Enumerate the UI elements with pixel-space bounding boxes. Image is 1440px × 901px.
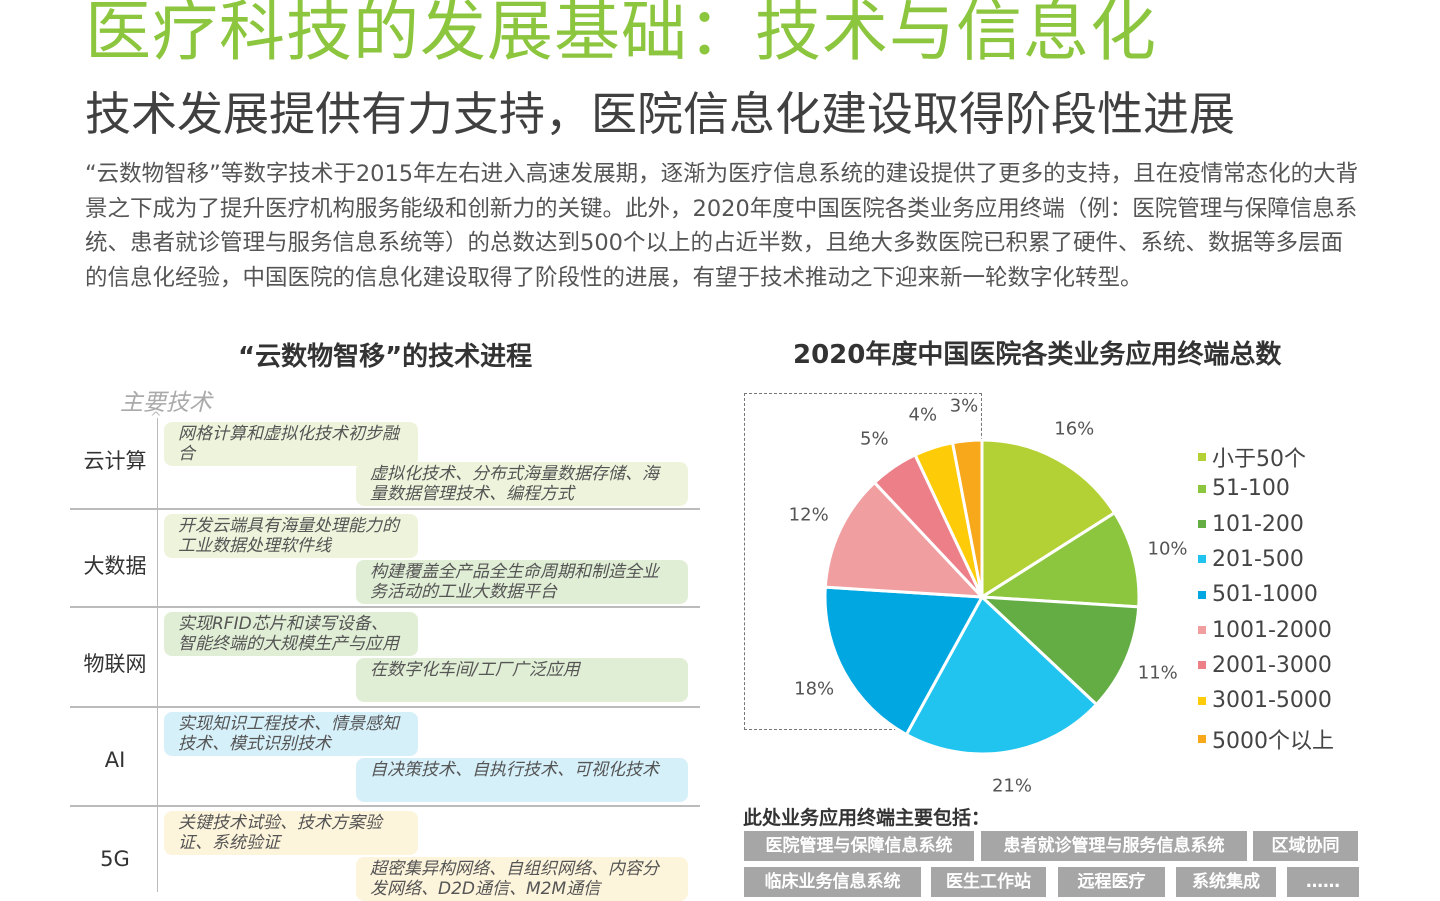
legend-label: 3001-5000 xyxy=(1212,688,1332,714)
legend-item: 501-1000 xyxy=(1198,582,1318,607)
pie-slice-2 xyxy=(977,595,1141,707)
row-label: 大数据 xyxy=(83,554,147,578)
legend-label: 51-100 xyxy=(1212,476,1290,502)
legend-swatch xyxy=(1198,555,1206,564)
intro-paragraph: “云数物智移”等数字技术于2015年左右进入高速发展期，逐渐为医疗信息系统的建设… xyxy=(85,161,1359,291)
legend-swatch xyxy=(1198,453,1206,461)
legend-label: 1001-2000 xyxy=(1212,617,1332,643)
pie-data-label: 16% xyxy=(1054,418,1095,440)
chart-title: 2020年度中国医院各类业务应用终端总数 xyxy=(793,340,1282,370)
pie-data-label: 21% xyxy=(991,775,1032,797)
terminal-tag: 医生工作站 xyxy=(931,867,1046,897)
legend-swatch xyxy=(1198,626,1206,634)
terminal-tag: …… xyxy=(1287,867,1359,897)
legend-item: 101-200 xyxy=(1198,512,1304,537)
legend-item: 51-100 xyxy=(1198,476,1290,501)
pie-data-label: 10% xyxy=(1147,538,1188,560)
terminal-tag: 区域协同 xyxy=(1253,831,1358,861)
pie-slice-4 xyxy=(823,585,985,737)
legend-label: 2001-3000 xyxy=(1212,652,1332,678)
terminal-tag: 医院管理与保障信息系统 xyxy=(744,831,974,861)
pie-data-label: 5% xyxy=(860,428,889,450)
pie-data-label: 12% xyxy=(788,504,829,526)
legend-item: 小于50个 xyxy=(1198,441,1306,473)
timeline-title: “云数物智移”的技术进程 xyxy=(238,342,533,372)
terminal-tag: 患者就诊管理与服务信息系统 xyxy=(981,831,1247,861)
tech-box-late: 虚拟化技术、分布式海量数据存储、海量数据管理技术、编程方式 xyxy=(356,462,688,506)
row-label: 云计算 xyxy=(83,449,147,473)
tech-box-late: 在数字化车间/工厂广泛应用 xyxy=(356,658,688,702)
row-divider xyxy=(70,508,700,510)
legend-label: 501-1000 xyxy=(1212,582,1318,608)
legend-item: 3001-5000 xyxy=(1198,688,1332,713)
row-label: 5G xyxy=(100,847,130,871)
tech-box-late: 构建覆盖全产品全生命周期和制造全业务活动的工业大数据平台 xyxy=(356,560,688,604)
pie-slice-0 xyxy=(980,438,1117,600)
row-divider xyxy=(70,805,700,807)
legend-label: 201-500 xyxy=(1212,546,1304,572)
terminal-tag: 系统集成 xyxy=(1176,867,1276,897)
legend-swatch xyxy=(1198,484,1206,493)
tech-box-early: 实现知识工程技术、情景感知技术、模式识别技术 xyxy=(164,712,418,756)
legend-item: 5000个以上 xyxy=(1198,723,1334,755)
legend-label: 101-200 xyxy=(1212,511,1304,537)
tech-box-late: 自决策技术、自执行技术、可视化技术 xyxy=(356,758,688,802)
timeline-axis xyxy=(157,418,158,892)
legend-swatch xyxy=(1198,520,1206,529)
pie-data-label: 11% xyxy=(1137,662,1178,684)
legend-item: 201-500 xyxy=(1198,547,1304,572)
legend-swatch xyxy=(1198,590,1206,599)
terminal-tag: 临床业务信息系统 xyxy=(744,867,921,897)
arrow-up-icon: ^ xyxy=(150,410,162,426)
pie-data-label: 3% xyxy=(949,395,979,417)
pie-slice-1 xyxy=(977,510,1141,609)
axis-label: 主要技术 xyxy=(120,390,212,416)
pie-slice-8 xyxy=(950,438,984,598)
row-divider xyxy=(70,706,700,708)
page-title: 医疗科技的发展基础：技术与信息化 xyxy=(85,0,1157,70)
pie-slice-3 xyxy=(904,594,1099,756)
legend-swatch xyxy=(1198,696,1206,705)
tech-box-early: 开发云端具有海量处理能力的工业数据处理软件线 xyxy=(164,514,418,558)
pie-data-label: 4% xyxy=(908,404,938,426)
tech-box-early: 实现RFID芯片和读写设备、智能终端的大规模生产与应用 xyxy=(164,612,418,656)
legend-label: 5000个以上 xyxy=(1212,729,1334,755)
row-divider xyxy=(70,606,700,608)
legend-swatch xyxy=(1198,661,1206,670)
terminal-tag: 远程医疗 xyxy=(1058,867,1165,897)
legend-swatch xyxy=(1198,735,1206,744)
row-label: AI xyxy=(104,748,126,772)
pie-data-label: 18% xyxy=(794,678,835,700)
tech-box-early: 关键技术试验、技术方案验证、系统验证 xyxy=(164,811,418,855)
tech-box-early: 网格计算和虚拟化技术初步融合 xyxy=(164,422,418,466)
pie-slice-5 xyxy=(823,480,986,599)
terminals-title: 此处业务应用终端主要包括： xyxy=(743,807,991,829)
legend-item: 1001-2000 xyxy=(1198,618,1332,643)
page-subtitle: 技术发展提供有力支持，医院信息化建设取得阶段性进展 xyxy=(85,87,1235,141)
row-label: 物联网 xyxy=(83,652,147,676)
legend-item: 2001-3000 xyxy=(1198,653,1332,678)
legend-label: 小于50个 xyxy=(1212,447,1306,472)
